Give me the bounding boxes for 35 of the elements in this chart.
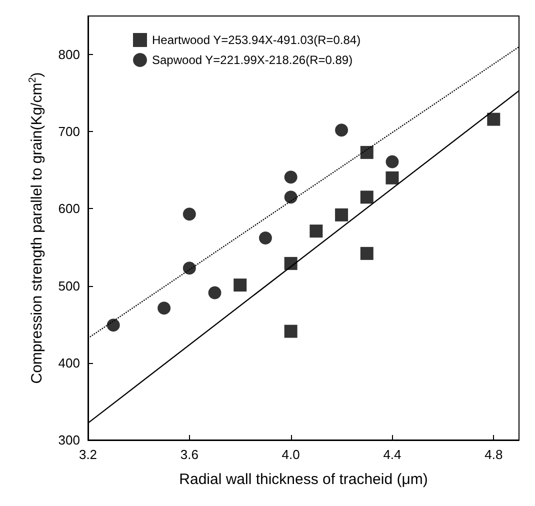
x-tick-label: 3.2 xyxy=(78,447,98,462)
point xyxy=(284,256,298,270)
point xyxy=(335,208,348,222)
point xyxy=(284,324,298,338)
x-tick-label: 3.6 xyxy=(180,447,198,462)
y-tick-label: 500 xyxy=(58,278,80,294)
x-tick-label: 4.0 xyxy=(282,447,300,462)
point xyxy=(182,262,196,275)
point xyxy=(360,146,374,159)
point xyxy=(208,286,222,300)
point xyxy=(284,170,298,184)
legend-label: Heartwood Y=253.94X-491.03(R=0.84) xyxy=(152,33,361,47)
point xyxy=(258,232,272,245)
x-tick-label: 4.4 xyxy=(383,447,402,462)
point xyxy=(360,246,374,260)
point xyxy=(106,318,120,332)
y-tick-label: 600 xyxy=(58,201,80,216)
point xyxy=(360,190,374,204)
y-tick-label: 700 xyxy=(58,124,80,140)
x-axis-title: Radial wall thickness of tracheid (μm) xyxy=(179,471,428,488)
y-tick-label: 300 xyxy=(58,432,80,448)
point xyxy=(158,302,171,315)
point xyxy=(335,124,348,137)
point xyxy=(310,224,323,238)
y-tick-label: 400 xyxy=(58,355,80,370)
x-tick-label: 4.8 xyxy=(484,447,503,462)
point xyxy=(182,208,196,221)
legend-label: Sapwood Y=221.99X-218.26(R=0.89) xyxy=(152,53,353,67)
point xyxy=(386,171,399,184)
y-tick-label: 800 xyxy=(58,47,80,62)
point xyxy=(284,190,298,204)
y-axis-title: Compression strength parallel to grain(Kg/cm2) xyxy=(28,72,46,384)
point xyxy=(386,155,399,168)
point xyxy=(487,112,500,126)
point xyxy=(234,278,247,292)
